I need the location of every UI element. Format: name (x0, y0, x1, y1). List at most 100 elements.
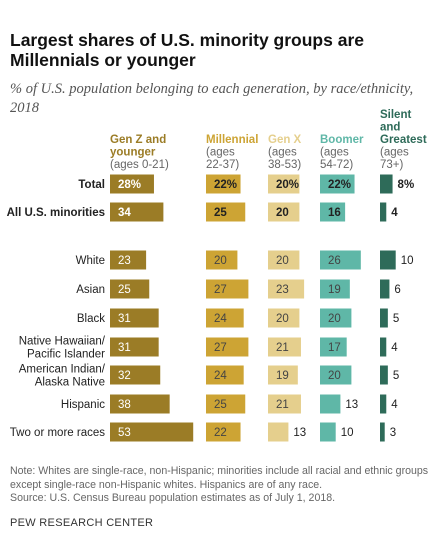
bar (380, 422, 385, 442)
bar (110, 365, 161, 385)
data-label: 53 (118, 427, 131, 439)
data-label: 19 (276, 370, 289, 382)
data-label: 27 (214, 284, 227, 296)
series-age-label: (ages (320, 147, 349, 159)
bar (268, 365, 298, 385)
chart-title: Largest shares of U.S. minority groups a… (10, 30, 364, 70)
bar (268, 202, 300, 222)
category-label: Asian (76, 284, 105, 296)
data-label: 38 (118, 399, 131, 411)
bar (380, 279, 390, 299)
bar (268, 174, 300, 194)
data-label: 19 (328, 284, 341, 296)
data-label: 5 (393, 313, 399, 325)
bar (320, 394, 341, 414)
bar (110, 250, 147, 270)
data-label: 4 (391, 207, 398, 219)
data-label: 20% (276, 179, 299, 191)
bar (380, 337, 387, 357)
chart-source: Source: U.S. Census Bureau population es… (10, 492, 336, 504)
data-label: 10 (401, 255, 414, 267)
data-label: 16 (328, 207, 341, 219)
data-label: 31 (118, 313, 131, 325)
data-label: 22 (214, 427, 227, 439)
data-label: 22% (328, 179, 351, 191)
bar (110, 202, 164, 222)
bar (206, 250, 238, 270)
data-label: 21 (276, 342, 289, 354)
series-age-label: (ages (380, 147, 409, 159)
category-label: Hispanic (61, 399, 105, 411)
chart-subtitle: % of U.S. population belonging to each g… (10, 81, 414, 116)
bar (380, 365, 388, 385)
bar (380, 202, 387, 222)
series-age-label: 73+) (380, 159, 404, 171)
bar (110, 308, 159, 328)
category-label: Total (78, 179, 105, 191)
series-name-label: Greatest (380, 134, 427, 146)
data-label: 20 (276, 255, 289, 267)
bar (110, 174, 154, 194)
data-label: 13 (345, 399, 358, 411)
series-age-label: (ages (206, 147, 235, 159)
data-label: 23 (118, 255, 131, 267)
data-label: 25 (214, 399, 227, 411)
data-label: 4 (391, 342, 398, 354)
category-label: White (76, 255, 105, 267)
data-label: 32 (118, 370, 131, 382)
series-name-label: Millennial (206, 134, 258, 146)
bar (206, 337, 249, 357)
data-label: 8% (398, 179, 415, 191)
data-label: 24 (214, 370, 227, 382)
bar (206, 394, 246, 414)
data-label: 21 (276, 399, 289, 411)
chart-note: Note: Whites are single-race, non-Hispan… (10, 465, 429, 491)
bar (320, 365, 352, 385)
data-label: 20 (214, 255, 227, 267)
series-age-label: 22-37) (206, 159, 239, 171)
data-label: 25 (118, 284, 131, 296)
category-label: Pacific Islander (27, 349, 105, 361)
bar (320, 174, 355, 194)
data-label: 6 (394, 284, 400, 296)
bar (380, 394, 387, 414)
series-name-label: younger (110, 147, 156, 159)
bar (268, 308, 300, 328)
series-age-label: 38-53) (268, 159, 301, 171)
bar (110, 279, 150, 299)
data-label: 31 (118, 342, 131, 354)
data-label: 20 (276, 313, 289, 325)
data-label: 3 (390, 427, 396, 439)
bar (268, 250, 300, 270)
data-label: 27 (214, 342, 227, 354)
bar (380, 250, 396, 270)
bar (268, 279, 305, 299)
bar (206, 174, 241, 194)
bar (268, 394, 301, 414)
data-label: 20 (276, 207, 289, 219)
bar (268, 422, 289, 442)
category-label: American Indian/ (19, 364, 106, 376)
bar (320, 250, 361, 270)
data-label: 22% (214, 179, 237, 191)
data-label: 24 (214, 313, 227, 325)
category-label: Alaska Native (35, 377, 105, 389)
data-label: 13 (293, 427, 306, 439)
bar (110, 422, 194, 442)
data-label: 17 (328, 342, 341, 354)
bar (268, 337, 301, 357)
category-label: All U.S. minorities (7, 207, 105, 219)
series-name-label: and (380, 122, 400, 134)
bar (380, 174, 393, 194)
data-label: 23 (276, 284, 289, 296)
bar (206, 279, 249, 299)
category-label: Native Hawaiian/ (19, 336, 106, 348)
bar (320, 337, 347, 357)
data-label: 28% (118, 179, 141, 191)
series-name-label: Boomer (320, 134, 364, 146)
series-age-label: (ages 0-21) (110, 159, 169, 171)
bar (206, 422, 241, 442)
bar (206, 365, 244, 385)
data-label: 10 (341, 427, 354, 439)
